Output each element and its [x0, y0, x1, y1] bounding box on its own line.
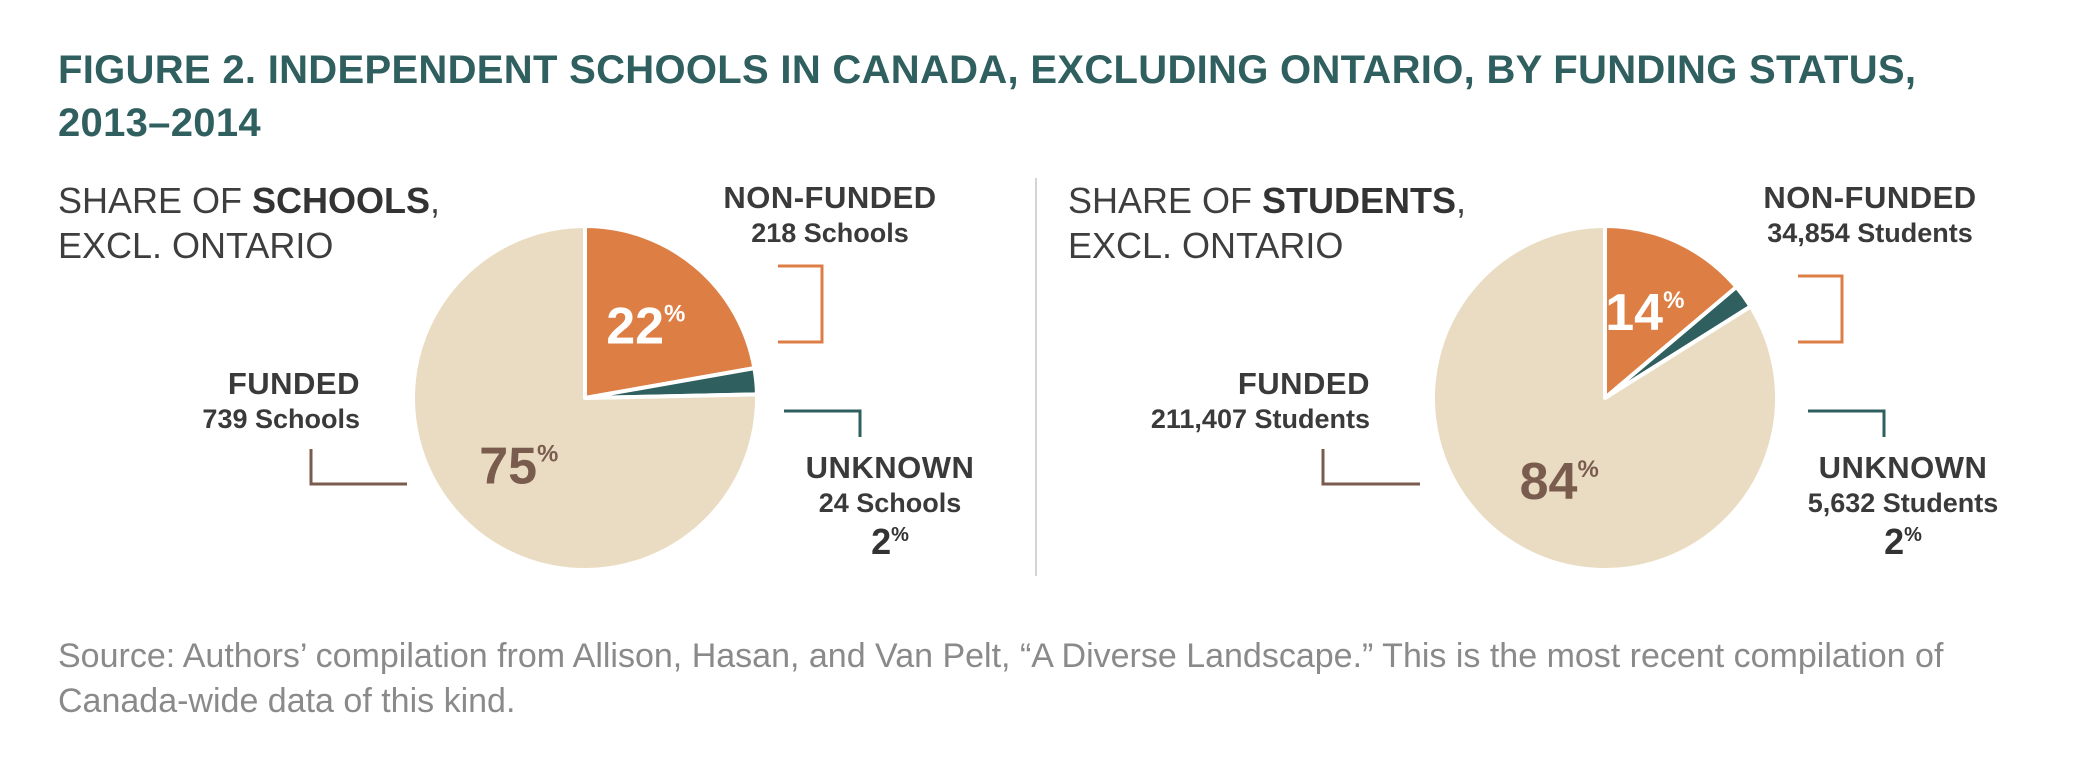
source-note: Source: Authors’ compilation from Alliso… — [58, 637, 1944, 720]
students-funded-name: FUNDED — [1237, 366, 1370, 401]
schools-unknown-label: UNKNOWN 24 Schools 2% — [755, 450, 1025, 564]
students-funded-leader — [1321, 449, 1420, 486]
students-chart-title: SHARE OF STUDENTS, EXCL. ONTARIO — [1068, 178, 1588, 268]
schools-non-funded-name: NON-FUNDED — [723, 180, 937, 215]
students-pie-chart: 14% 84% — [1321, 224, 1886, 572]
students-non-funded-count: 34,854 Students — [1767, 218, 1973, 248]
schools-unknown-name: UNKNOWN — [805, 450, 975, 485]
students-title-suffix: , — [1456, 180, 1467, 221]
students-title-line2: EXCL. ONTARIO — [1068, 225, 1344, 266]
students-non-funded-name: NON-FUNDED — [1763, 180, 1977, 215]
schools-funded-label: FUNDED 739 Schools — [80, 366, 360, 436]
schools-non-funded-count: 218 Schools — [751, 218, 909, 248]
students-non-funded-leader — [1798, 274, 1844, 344]
students-funded-percent: 84% — [1520, 453, 1599, 511]
schools-unknown-count: 24 Schools — [818, 488, 962, 518]
schools-funded-percent: 75% — [479, 438, 558, 496]
schools-funded-leader — [309, 449, 407, 486]
students-unknown-label: UNKNOWN 5,632 Students 2% — [1788, 450, 2018, 564]
schools-chart-title: SHARE OF SCHOOLS, EXCL. ONTARIO — [58, 178, 578, 268]
schools-non-funded-label: NON-FUNDED 218 Schools — [690, 180, 970, 250]
schools-title-suffix: , — [430, 180, 441, 221]
students-funded-count: 211,407 Students — [1150, 404, 1370, 434]
schools-panel: SHARE OF SCHOOLS, EXCL. ONTARIO 22% 75% N… — [0, 170, 1010, 590]
students-title-prefix: SHARE OF — [1068, 180, 1263, 221]
schools-title-line2: EXCL. ONTARIO — [58, 225, 334, 266]
schools-funded-slice — [411, 224, 759, 572]
schools-title-prefix: SHARE OF — [58, 180, 253, 221]
schools-non-funded-percent: 22% — [606, 298, 685, 356]
students-unknown-leader — [1808, 409, 1886, 437]
students-non-funded-slice — [1603, 224, 1739, 400]
students-unknown-name: UNKNOWN — [1818, 450, 1988, 485]
panel-divider — [1035, 178, 1037, 576]
students-non-funded-percent: 14% — [1605, 284, 1684, 342]
figure-title: FIGURE 2. INDEPENDENT SCHOOLS IN CANADA,… — [58, 48, 1917, 145]
students-panel: SHARE OF STUDENTS, EXCL. ONTARIO 14% 84% … — [1010, 170, 2020, 590]
schools-unknown-leader — [784, 409, 862, 437]
students-non-funded-label: NON-FUNDED 34,854 Students — [1710, 180, 2030, 250]
schools-non-funded-slice — [583, 224, 757, 400]
students-title-bold: STUDENTS — [1262, 180, 1457, 221]
schools-non-funded-leader — [778, 264, 824, 344]
schools-pie-chart: 22% 75% — [309, 224, 862, 572]
schools-title-bold: SCHOOLS — [252, 180, 431, 221]
students-funded-label: FUNDED 211,407 Students — [1030, 366, 1370, 436]
schools-unknown-percent: 2% — [871, 521, 909, 562]
schools-funded-name: FUNDED — [227, 366, 360, 401]
students-unknown-percent: 2% — [1884, 521, 1922, 562]
students-unknown-count: 5,632 Students — [1807, 488, 1999, 518]
schools-funded-count: 739 Schools — [202, 404, 360, 434]
students-funded-slice — [1431, 224, 1779, 572]
